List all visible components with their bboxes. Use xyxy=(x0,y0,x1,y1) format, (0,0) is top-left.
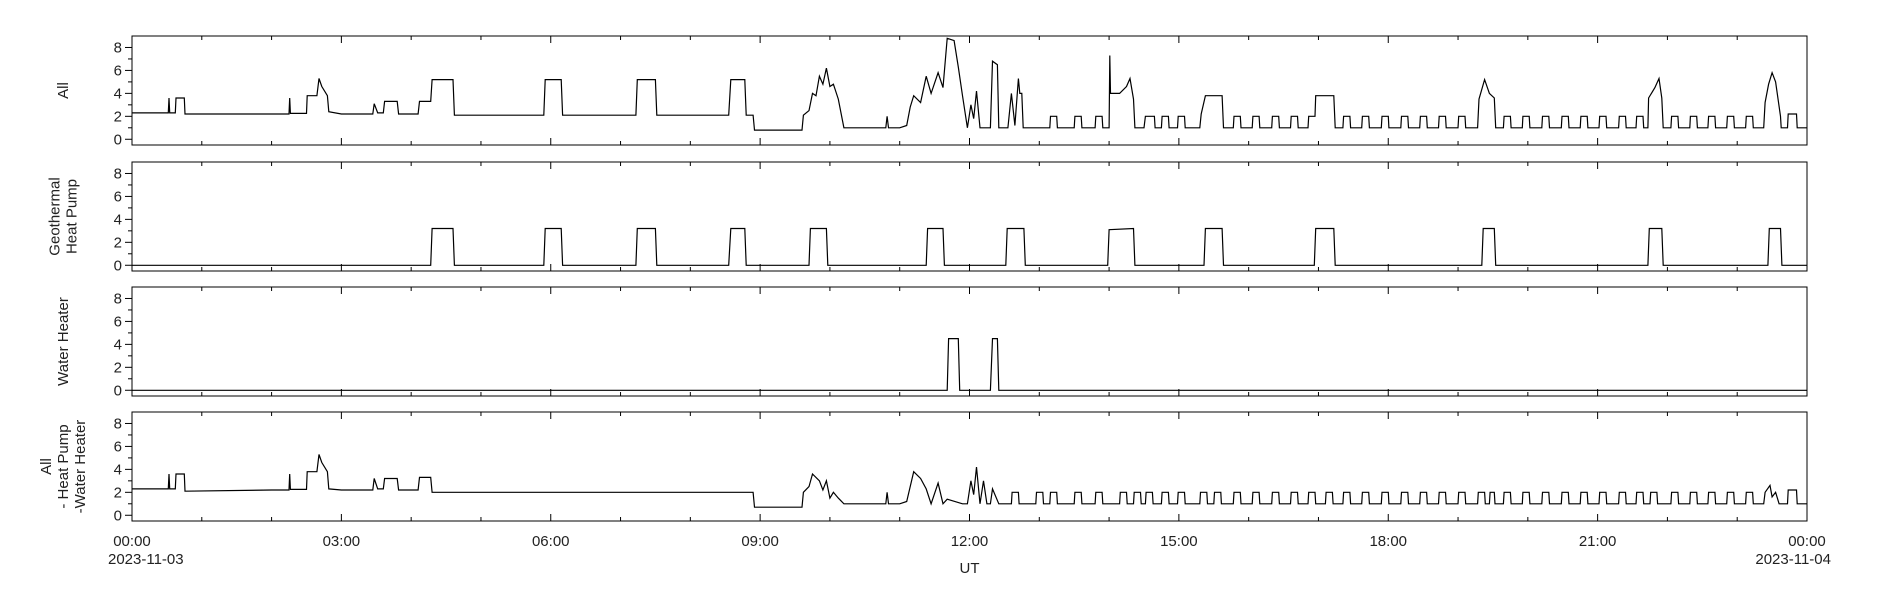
panel-1-frame xyxy=(131,35,1808,146)
panel-2-series-line xyxy=(132,227,1807,266)
y-tick-label: 6 xyxy=(114,62,122,79)
y-axis-title-line: All xyxy=(38,458,55,475)
y-tick-label: 8 xyxy=(114,415,122,432)
x-start-date-label: 2023-11-03 xyxy=(108,551,184,568)
x-tick-label: 21:00 xyxy=(1579,533,1617,550)
panel-4-series-line xyxy=(132,454,1807,508)
panel-2: 0 2 4 6 8 Geothermal Heat Pump xyxy=(47,161,1808,274)
x-tick-label: 03:00 xyxy=(323,533,361,550)
y-tick-label: 8 xyxy=(114,290,122,307)
panel-2-frame xyxy=(131,161,1808,272)
y-tick-label: 4 xyxy=(114,211,122,228)
x-tick-label: 00:00 xyxy=(113,533,151,550)
x-axis: 2023-11-03 2023-11-04 UT 00:00 03:00 06:00… xyxy=(108,533,1831,577)
panel-1: 0 2 4 6 8 All xyxy=(55,35,1808,148)
y-tick-label: 2 xyxy=(114,108,122,125)
y-tick-label: 0 xyxy=(114,382,122,399)
y-axis-title-line: - Heat Pump xyxy=(55,424,72,508)
panel-4: 0 2 4 6 8 All - Heat Pump -Water Heater xyxy=(38,411,1808,524)
y-tick-label: 6 xyxy=(114,313,122,330)
y-tick-label: 6 xyxy=(114,188,122,205)
y-axis-title-line: Heat Pump xyxy=(64,179,81,254)
y-tick-label: 4 xyxy=(114,461,122,478)
y-tick-label: 6 xyxy=(114,438,122,455)
y-tick-label: 8 xyxy=(114,165,122,182)
panel-3: 0 2 4 6 8 Water Heater xyxy=(55,286,1808,399)
y-tick-label: 2 xyxy=(114,359,122,376)
y-tick-label: 8 xyxy=(114,39,122,56)
y-tick-label: 4 xyxy=(114,336,122,353)
y-tick-label: 0 xyxy=(114,257,122,274)
panel-3-frame xyxy=(131,286,1808,397)
y-tick-label: 0 xyxy=(114,507,122,524)
x-tick-label: 00:00 xyxy=(1788,533,1826,550)
x-axis-title: UT xyxy=(960,560,980,577)
x-tick-label: 09:00 xyxy=(741,533,779,550)
y-axis-title-line: -Water Heater xyxy=(72,420,89,514)
panel-3-series-line xyxy=(132,338,1807,391)
y-axis-title-line: All xyxy=(55,82,72,99)
panel-4-frame xyxy=(131,411,1808,522)
x-tick-label: 15:00 xyxy=(1160,533,1198,550)
y-tick-label: 2 xyxy=(114,234,122,251)
y-axis-title-line: Geothermal xyxy=(47,177,64,255)
x-tick-label: 06:00 xyxy=(532,533,570,550)
y-axis-title-line: Water Heater xyxy=(55,297,72,386)
x-tick-label: 12:00 xyxy=(951,533,989,550)
y-tick-label: 0 xyxy=(114,131,122,148)
x-tick-label: 18:00 xyxy=(1369,533,1407,550)
x-end-date-label: 2023-11-04 xyxy=(1755,551,1831,568)
y-tick-label: 2 xyxy=(114,484,122,501)
panel-1-series-line xyxy=(132,37,1807,131)
y-tick-label: 4 xyxy=(114,85,122,102)
panels-group: 0 2 4 6 8 All 0 2 4 6 8 Geothermal Heat Pump 0 2 4 6 8 Wat… xyxy=(38,35,1808,524)
